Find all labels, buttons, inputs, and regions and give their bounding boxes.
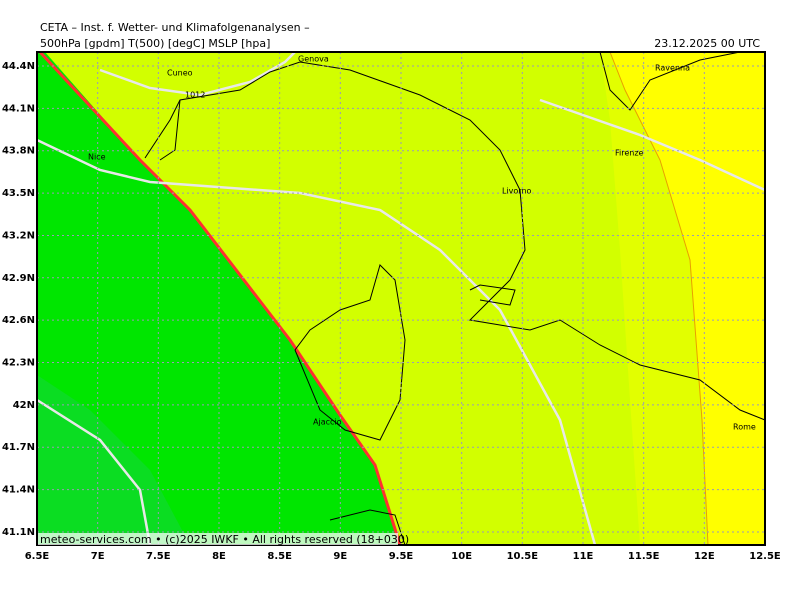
map-frame — [36, 51, 766, 546]
grid — [37, 52, 765, 545]
coastlines — [144, 51, 766, 546]
place-label: Cuneo — [167, 69, 193, 78]
x-tick-label: 9E — [333, 551, 347, 562]
y-tick-label: 42.6N — [2, 315, 35, 326]
y-tick-label: 42N — [13, 400, 35, 411]
y-tick-label: 44.4N — [2, 61, 35, 72]
contour — [609, 51, 709, 546]
header-institute: CETA – Inst. f. Wetter- und Klimafolgena… — [40, 21, 310, 34]
place-label: Ajaccio — [313, 418, 342, 427]
place-label: Nice — [88, 153, 106, 162]
x-tick-label: 6.5E — [25, 551, 50, 562]
footer: meteo-services.com • (c)2025 IWKF • All … — [40, 533, 409, 546]
y-tick-label: 42.9N — [2, 273, 35, 284]
x-tick-label: 8.5E — [267, 551, 292, 562]
x-tick-label: 10.5E — [507, 551, 539, 562]
x-tick-label: 9.5E — [389, 551, 414, 562]
place-label: Rome — [733, 423, 756, 432]
place-label: Genova — [298, 55, 329, 64]
y-tick-label: 43.2N — [2, 230, 35, 241]
field-yellow — [610, 52, 765, 545]
y-tick-label: 41.7N — [2, 442, 35, 453]
isobar-label: 1012 — [185, 91, 205, 100]
place-label: Firenze — [615, 149, 644, 158]
header-valid: 23.12.2025 00 UTC — [654, 37, 760, 50]
x-tick-label: 11E — [573, 551, 594, 562]
temperature-line — [38, 50, 402, 546]
x-tick-label: 12.5E — [749, 551, 781, 562]
y-tick-label: 44.1N — [2, 103, 35, 114]
isobars — [36, 51, 766, 546]
y-tick-label: 43.8N — [2, 146, 35, 157]
y-tick-label: 42.3N — [2, 358, 35, 369]
x-tick-label: 11.5E — [628, 551, 660, 562]
map-area: 1012 meteo-services.com • (c)2025 IWKF •… — [36, 50, 766, 546]
x-tick-label: 7E — [91, 551, 105, 562]
x-tick-label: 7.5E — [146, 551, 171, 562]
place-label: Ravenna — [655, 64, 690, 73]
y-tick-label: 41.4N — [2, 485, 35, 496]
labels: 6.5E 7E 7.5E 8E 8.5E 9E 9.5E 10E 10.5E 11E 11.5E 12… — [2, 55, 781, 563]
header-fields: 500hPa [gpdm] T(500) [degC] MSLP [hpa] — [40, 37, 270, 50]
field-green-dark — [37, 375, 190, 545]
x-tick-label: 8E — [212, 551, 226, 562]
x-tick-label: 10E — [451, 551, 472, 562]
y-tick-label: 41.1N — [2, 527, 35, 538]
y-tick-label: 43.5N — [2, 188, 35, 199]
place-label: Livorno — [502, 187, 532, 196]
footer-bg — [38, 533, 398, 545]
x-tick-label: 12E — [694, 551, 715, 562]
